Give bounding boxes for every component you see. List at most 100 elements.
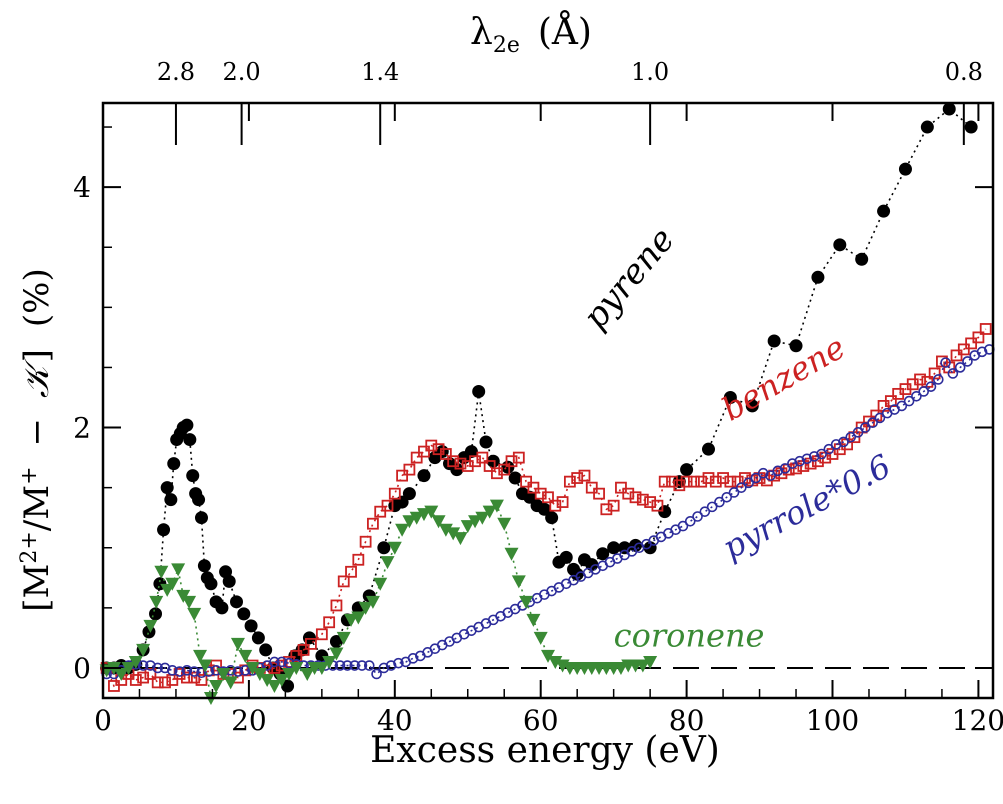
data-point [833,238,847,252]
data-point [925,381,937,392]
series-line [105,328,987,688]
data-point [497,517,512,531]
data-point [468,515,483,529]
data-point [472,384,486,398]
data-point [137,671,150,684]
data-point [222,574,236,588]
data-point [585,481,598,494]
y-tick-label: 4 [73,171,91,204]
data-point [252,667,267,681]
data-point [559,550,573,564]
data-point [643,655,658,669]
data-point [152,662,164,674]
data-point [359,535,372,548]
data-point [129,674,142,686]
data-point [385,660,397,671]
data-point [672,475,686,489]
data-point [688,475,700,488]
data-point [823,443,835,455]
data-point [898,162,912,176]
data-point [454,457,467,470]
data-point [314,661,329,675]
data-point [483,460,496,472]
data-point [469,455,481,468]
data-point [393,657,404,669]
series-coronene [99,499,658,705]
data-point [160,481,174,495]
data-point [174,666,185,677]
data-point [596,547,610,561]
data-point [215,601,229,615]
data-point [651,499,664,512]
data-point [972,331,985,344]
data-point [794,455,805,467]
data-point [121,661,136,675]
data-point [108,680,120,692]
data-point [209,679,224,693]
data-point [593,487,605,500]
data-point [541,649,555,663]
data-point [330,599,343,612]
data-point [920,120,934,134]
svg-text:[M2+/M+−𝒦](%): [M2+/M+−𝒦](%) [17,268,57,611]
data-point [644,496,657,508]
data-point [216,667,231,681]
data-point [159,676,171,689]
data-point [757,467,769,479]
data-point [387,541,402,555]
data-point [352,553,365,566]
data-point [787,458,798,469]
data-point [845,431,857,443]
data-point [629,491,642,504]
data-point [950,349,963,362]
data-point [728,487,740,498]
data-point [337,575,350,588]
data-point [635,659,650,673]
data-point [336,631,351,645]
data-point [182,595,197,609]
data-point [167,665,178,676]
data-point [578,469,591,482]
data-point [772,465,784,477]
data-point [151,676,164,689]
data-point [136,643,151,657]
data-point [144,668,157,680]
data-point [164,493,178,507]
data-point [239,665,251,676]
data-point [811,270,825,284]
data-point [519,595,534,609]
data-point [302,631,316,645]
top-axis-tick-label: 2.0 [223,58,261,86]
data-point [877,204,891,218]
data-point [542,491,554,504]
data-point [677,520,689,532]
data-point [377,541,391,555]
data-point [942,102,956,116]
data-point [709,475,722,488]
x-axis-label: Excess energy (eV) [370,730,720,771]
data-point [504,547,519,561]
data-point [533,631,548,645]
data-point [351,611,366,625]
data-point [269,656,280,668]
data-point [407,653,419,664]
data-point [479,435,493,449]
data-point [194,511,208,525]
data-point [210,659,222,672]
data-point [464,445,478,459]
data-point [192,493,206,507]
data-point [947,368,959,379]
data-point [395,523,410,537]
data-point [534,487,547,500]
x-tick-label: 20 [231,704,267,737]
data-point [149,607,163,621]
data-point [276,656,288,668]
data-point [356,660,368,671]
data-point [475,511,490,525]
data-point [167,457,181,471]
data-point [371,668,382,680]
data-point [171,563,186,577]
data-point [556,496,569,508]
data-point [181,665,193,676]
data-point [979,323,992,335]
